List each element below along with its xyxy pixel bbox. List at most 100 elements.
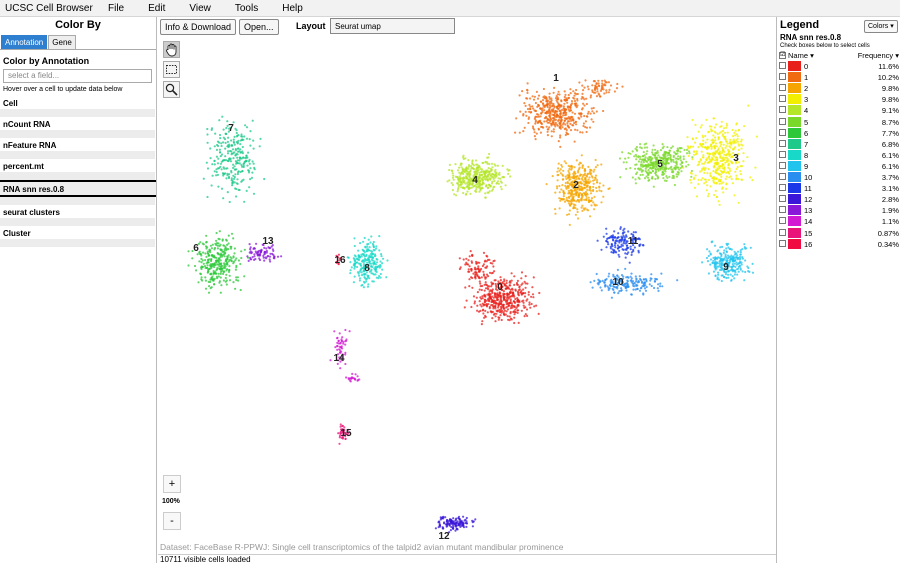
tab-gene[interactable]: Gene [48, 35, 76, 49]
legend-checkbox[interactable] [779, 228, 786, 236]
cluster-15-cells [337, 423, 350, 445]
legend-item[interactable]: 16 0.34% [779, 238, 900, 250]
legend-item-frequency: 1.1% [881, 217, 899, 227]
legend-swatch[interactable] [788, 116, 801, 127]
legend-checkbox[interactable] [779, 173, 786, 180]
legend-item-name: 2 [804, 84, 809, 94]
legend-item-name: 0 [804, 62, 809, 71]
layout-select[interactable]: Seurat umap [330, 18, 455, 34]
legend-item[interactable]: 12 2.8% [779, 194, 900, 205]
info-download-button[interactable]: Info & Download [160, 19, 237, 35]
legend-checkbox[interactable] [779, 206, 786, 214]
legend-swatch[interactable] [788, 105, 801, 116]
legend-item[interactable]: 0 11.6% [779, 61, 900, 72]
legend-item[interactable]: 13 1.9% [779, 205, 900, 216]
legend-item[interactable]: 10 3.7% [779, 172, 900, 183]
legend-checkbox[interactable] [779, 217, 786, 225]
app-title: UCSC Cell Browser [5, 2, 93, 14]
legend-item-frequency: 6.1% [881, 150, 899, 160]
cluster-label: 6 [193, 243, 199, 254]
menu-file[interactable]: File [108, 2, 125, 14]
pan-tool-icon[interactable] [163, 41, 180, 58]
legend-swatch[interactable] [788, 83, 801, 94]
field-rna-snn-res[interactable]: RNA snn res.0.8 [0, 180, 156, 197]
menu-tools[interactable]: Tools [234, 2, 259, 14]
field-ncount-rna[interactable]: nCount RNA [3, 120, 51, 129]
cluster-13-cells [246, 242, 283, 263]
legend-swatch[interactable] [788, 172, 801, 182]
zoom-in-button[interactable]: + [163, 475, 181, 493]
legend-checkbox[interactable] [779, 106, 786, 114]
legend-item[interactable]: 15 0.87% [779, 227, 900, 239]
legend-swatch[interactable] [788, 127, 801, 138]
legend-swatch[interactable] [788, 183, 801, 194]
field-select-input[interactable]: select a field... [3, 69, 152, 83]
legend-item-name: 16 [804, 239, 813, 249]
legend-item-frequency: 0.87% [877, 228, 899, 238]
legend-panel: Legend Colors ▾ RNA snn res.0.8 Check bo… [776, 17, 900, 563]
sort-by-frequency[interactable]: Frequency ▾ [858, 51, 899, 60]
legend-checkbox[interactable] [779, 195, 786, 203]
legend-swatch[interactable] [788, 72, 801, 83]
legend-item[interactable]: 11 3.1% [779, 183, 900, 194]
legend-swatch[interactable] [788, 194, 801, 205]
legend-metadata-name: RNA snn res.0.8 [780, 33, 842, 42]
cluster-label: 13 [262, 236, 274, 247]
legend-checkbox[interactable] [779, 139, 786, 147]
menu-edit[interactable]: Edit [148, 2, 166, 14]
legend-checkbox[interactable] [779, 62, 786, 69]
select-tool-icon[interactable] [163, 61, 180, 78]
legend-checkbox[interactable] [779, 150, 786, 158]
field-cell[interactable]: Cell [3, 99, 18, 108]
legend-item[interactable]: 4 9.1% [779, 105, 900, 116]
legend-checkbox[interactable] [779, 239, 786, 247]
cluster-label: 12 [438, 531, 450, 542]
field-value-bar [0, 130, 155, 138]
legend-swatch[interactable] [788, 94, 801, 105]
field-percent-mt[interactable]: percent.mt [3, 162, 44, 171]
legend-item[interactable]: 7 6.8% [779, 138, 900, 150]
legend-swatch[interactable] [788, 149, 801, 160]
cluster-label: 8 [364, 263, 370, 274]
legend-swatch[interactable] [788, 216, 801, 227]
legend-checkbox[interactable] [779, 84, 786, 92]
legend-item[interactable]: 3 9.8% [779, 94, 900, 105]
zoom-tool-icon[interactable] [163, 81, 180, 98]
field-value-bar [0, 239, 155, 247]
cluster-8-cells [346, 235, 389, 289]
field-cluster[interactable]: Cluster [3, 229, 31, 238]
sort-by-name[interactable]: Name ▾ [788, 51, 814, 60]
legend-checkbox[interactable] [779, 161, 786, 169]
menu-help[interactable]: Help [282, 2, 303, 14]
field-nfeature-rna[interactable]: nFeature RNA [3, 141, 57, 150]
legend-swatch[interactable] [788, 227, 801, 238]
zoom-out-button[interactable]: - [163, 512, 181, 530]
legend-swatch[interactable] [788, 205, 801, 216]
select-all-checkbox[interactable]: ☑ [779, 52, 786, 59]
field-seurat-clusters[interactable]: seurat clusters [3, 208, 60, 217]
legend-item[interactable]: 2 9.8% [779, 83, 900, 94]
legend-item[interactable]: 8 6.1% [779, 149, 900, 161]
legend-item-frequency: 11.6% [878, 62, 899, 71]
legend-item[interactable]: 14 1.1% [779, 216, 900, 227]
legend-checkbox[interactable] [779, 73, 786, 81]
legend-swatch[interactable] [788, 238, 801, 249]
legend-item[interactable]: 9 6.1% [779, 160, 900, 172]
legend-item-frequency: 7.7% [881, 128, 899, 138]
legend-swatch[interactable] [788, 138, 801, 149]
umap-plot[interactable]: 0 1 2 3 4 5 6 7 8 9 10 11 12 13 14 15 16 + 100% - Datase… [158, 38, 776, 554]
open-button[interactable]: Open... [239, 19, 279, 35]
menu-view[interactable]: View [189, 2, 211, 14]
tab-annotation[interactable]: Annotation [1, 35, 48, 49]
legend-item[interactable]: 5 8.7% [779, 116, 900, 128]
legend-checkbox[interactable] [779, 184, 786, 192]
legend-item[interactable]: 6 7.7% [779, 127, 900, 139]
legend-swatch[interactable] [788, 61, 801, 71]
legend-checkbox[interactable] [779, 95, 786, 103]
legend-checkbox[interactable] [779, 128, 786, 136]
legend-swatch[interactable] [788, 160, 801, 171]
legend-item[interactable]: 1 10.2% [779, 72, 900, 83]
legend-checkbox[interactable] [779, 117, 786, 125]
colors-dropdown[interactable]: Colors ▾ [864, 20, 898, 33]
